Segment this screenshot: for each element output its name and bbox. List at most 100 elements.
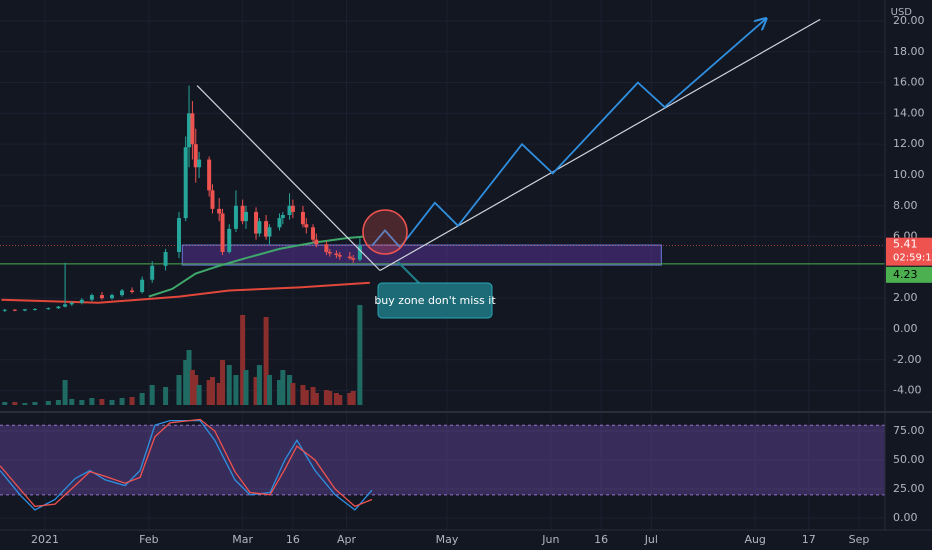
projection-path xyxy=(371,19,765,249)
candle-body xyxy=(63,304,68,307)
candle-body xyxy=(267,227,272,237)
volume-bar xyxy=(226,365,232,405)
support-label: 4.23 xyxy=(893,268,918,281)
x-tick-label: Jul xyxy=(644,533,658,546)
candle-body xyxy=(357,245,362,260)
volume-bar xyxy=(243,370,249,405)
volume-bar xyxy=(22,403,28,405)
volume-bar xyxy=(62,380,68,405)
trend-line xyxy=(196,85,381,271)
candle-body xyxy=(56,306,61,309)
y-tick-label: 18.00 xyxy=(893,45,925,58)
volume-bar xyxy=(266,375,272,405)
volume-bar xyxy=(32,402,38,405)
volume-bar xyxy=(69,399,75,405)
candle-body xyxy=(22,309,27,311)
y-tick-label: 14.00 xyxy=(893,106,925,119)
x-tick-label: Jun xyxy=(541,533,559,546)
volume-bar xyxy=(290,383,296,405)
candle-body xyxy=(197,159,202,168)
stoch-band xyxy=(0,425,885,495)
candle-body xyxy=(254,211,259,234)
volume-bar xyxy=(350,391,356,405)
candle-body xyxy=(193,144,198,168)
x-tick-label: May xyxy=(436,533,459,546)
candle-body xyxy=(337,255,342,257)
candle-body xyxy=(140,279,145,293)
candle-body xyxy=(69,302,74,305)
candle-body xyxy=(277,218,282,228)
y-tick-label: 0.00 xyxy=(893,322,918,335)
volume-bar xyxy=(240,315,246,405)
volume-bar xyxy=(2,402,8,405)
candle-body xyxy=(109,295,114,299)
y-tick-label: -4.00 xyxy=(893,384,921,397)
volume-bar xyxy=(183,360,189,405)
candle-body xyxy=(89,295,94,300)
moving-average xyxy=(148,235,364,298)
volume-bar xyxy=(276,380,282,405)
volume-bar xyxy=(337,395,343,405)
candle-body xyxy=(183,147,188,219)
trend-line xyxy=(379,18,821,272)
candle-body xyxy=(233,205,238,229)
volume-bar xyxy=(347,393,353,405)
candle-body xyxy=(120,290,125,296)
volume-bar xyxy=(139,393,145,405)
last-price-label: 5.41 xyxy=(893,238,918,251)
volume-bar xyxy=(233,375,239,405)
candle-body xyxy=(210,190,215,209)
volume-bar xyxy=(327,391,333,405)
volume-bar xyxy=(189,370,195,405)
x-tick-label: Feb xyxy=(139,533,158,546)
candle-body xyxy=(287,205,292,216)
volume-bar xyxy=(196,385,202,405)
candle-body xyxy=(130,290,135,293)
support-badge xyxy=(886,266,932,283)
candle-body xyxy=(310,227,315,240)
candle-body xyxy=(290,205,295,212)
volume-bar xyxy=(303,390,309,405)
candle-body xyxy=(99,295,104,299)
candle-body xyxy=(150,265,155,280)
candle-body xyxy=(324,244,329,252)
stoch-tick-label: 50.00 xyxy=(893,453,925,466)
candle-body xyxy=(79,299,84,303)
candle-body xyxy=(314,239,319,245)
volume-bar xyxy=(129,397,135,405)
stoch-line xyxy=(0,418,373,508)
candle-body xyxy=(264,221,269,237)
volume-bar xyxy=(310,387,316,405)
candle-body xyxy=(334,253,339,256)
y-tick-label: -2.00 xyxy=(893,353,921,366)
volume-bar xyxy=(287,375,293,405)
candle-body xyxy=(347,256,352,259)
candle-body xyxy=(257,221,262,234)
annotation-box xyxy=(377,282,493,319)
candle-body xyxy=(300,211,305,225)
x-tick-label: Apr xyxy=(337,533,357,546)
volume-bar xyxy=(45,401,51,405)
volume-bar xyxy=(55,400,61,405)
volume-bar xyxy=(176,375,182,405)
volume-bar xyxy=(313,393,319,405)
volume-bar xyxy=(12,402,18,405)
volume-bar xyxy=(300,385,306,405)
stoch-tick-label: 75.00 xyxy=(893,424,925,437)
candle-body xyxy=(176,218,181,252)
candle-body xyxy=(2,309,7,311)
countdown-label: 02:59:10 xyxy=(893,253,932,264)
stoch-tick-label: 25.00 xyxy=(893,482,925,495)
y-tick-label: 20.00 xyxy=(893,14,925,27)
y-tick-label: 12.00 xyxy=(893,137,925,150)
candle-body xyxy=(220,213,225,252)
y-tick-label: 10.00 xyxy=(893,168,925,181)
annotation-pointer xyxy=(397,261,421,285)
candle-body xyxy=(46,308,51,310)
x-tick-label: 16 xyxy=(594,533,608,546)
currency-label: USD xyxy=(891,7,913,18)
candle-body xyxy=(163,251,168,266)
volume-bar xyxy=(149,385,155,405)
